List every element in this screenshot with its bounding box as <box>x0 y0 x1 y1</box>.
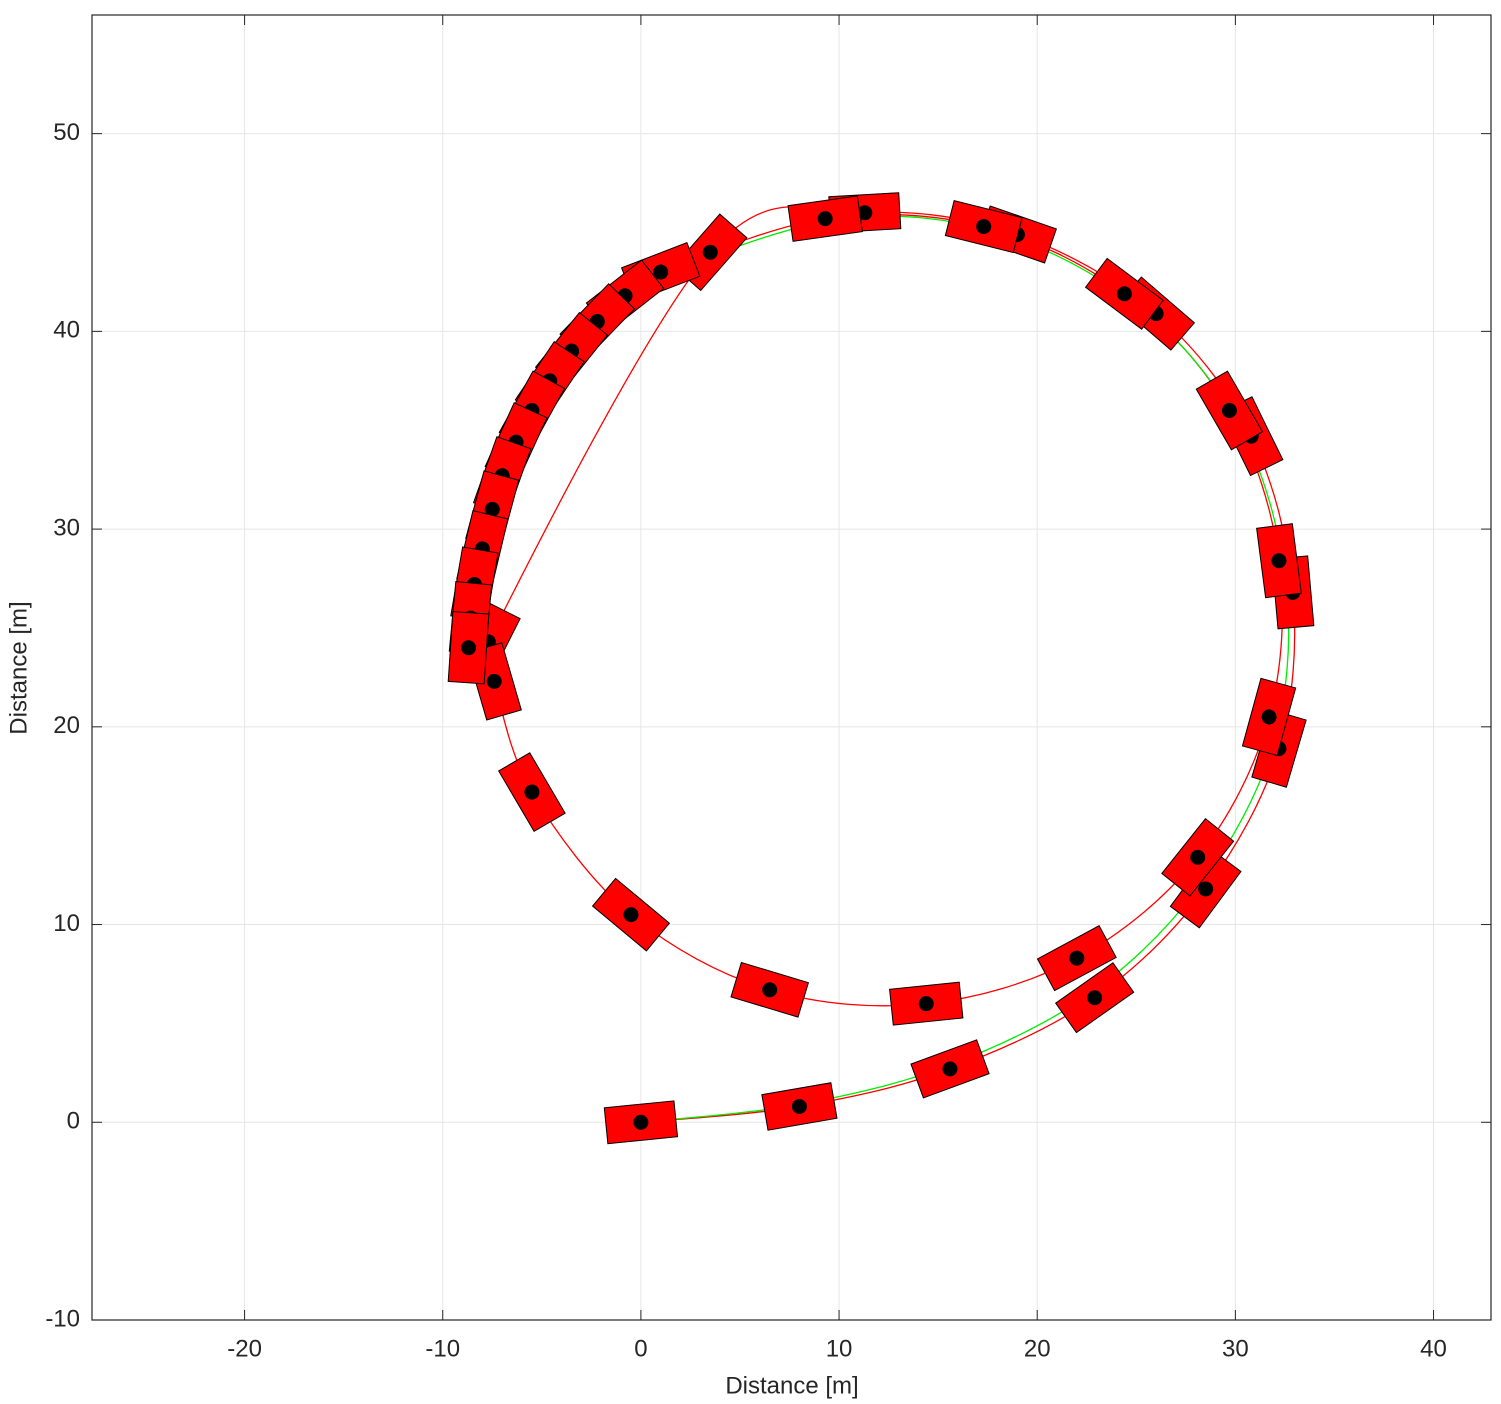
vehicle <box>1195 370 1264 451</box>
vehicle-center <box>1190 849 1206 865</box>
x-tick-label: 30 <box>1222 1335 1249 1362</box>
vehicle-center <box>633 1114 649 1130</box>
vehicle-center <box>1087 990 1103 1006</box>
x-tick-label: 40 <box>1420 1335 1447 1362</box>
vehicle-center <box>942 1061 958 1077</box>
y-tick-label: 50 <box>53 119 80 146</box>
vehicle-center <box>524 784 540 800</box>
y-tick-label: 10 <box>53 910 80 937</box>
vehicle-center <box>1221 402 1237 418</box>
vehicle-center <box>817 211 833 227</box>
vehicle <box>1084 257 1164 330</box>
vehicle-center <box>791 1098 807 1114</box>
vehicle <box>1256 523 1302 599</box>
vehicle-center <box>1198 881 1214 897</box>
vehicle-center <box>1116 286 1132 302</box>
plot-area <box>92 15 1491 1321</box>
y-tick-label: 20 <box>53 712 80 739</box>
vehicle <box>447 611 490 685</box>
vehicle <box>944 199 1023 254</box>
x-tick-label: -10 <box>425 1335 460 1362</box>
axes-box <box>91 14 1492 1321</box>
vehicle <box>889 981 964 1026</box>
vehicle-center <box>1271 553 1287 569</box>
x-axis-label: Distance [m] <box>725 1372 858 1399</box>
y-tick-label: 40 <box>53 317 80 344</box>
vehicle-center <box>762 982 778 998</box>
vehicle-center <box>1261 709 1277 725</box>
vehicle-center <box>857 205 873 221</box>
vehicle <box>1036 925 1117 992</box>
vehicle <box>1241 677 1297 757</box>
x-tick-label: 0 <box>634 1335 647 1362</box>
vehicles <box>447 192 1315 1145</box>
vehicle <box>1169 849 1242 929</box>
vehicle <box>1161 818 1235 897</box>
vehicle <box>730 961 810 1018</box>
x-tick-label: 10 <box>826 1335 853 1362</box>
vehicle-center <box>484 501 500 517</box>
x-tick-label: -20 <box>227 1335 262 1362</box>
vehicle <box>910 1039 990 1099</box>
vehicle <box>591 877 671 952</box>
vehicle-center <box>976 219 992 235</box>
y-tick-label: 30 <box>53 514 80 541</box>
vehicle-center <box>486 673 502 689</box>
y-tick-label: 0 <box>67 1108 80 1135</box>
vehicle <box>603 1100 679 1145</box>
vehicle-center <box>623 907 639 923</box>
vehicle-center <box>653 264 669 280</box>
vehicle <box>761 1082 838 1131</box>
y-tick-label: -10 <box>45 1305 80 1332</box>
x-tick-label: 20 <box>1024 1335 1051 1362</box>
vehicle-center <box>918 996 934 1012</box>
vehicle-center <box>461 640 477 656</box>
vehicle-center <box>702 244 718 260</box>
y-axis-label: Distance [m] <box>5 601 32 734</box>
vehicle <box>498 752 566 833</box>
vehicle <box>787 195 863 242</box>
vehicle <box>1055 962 1135 1034</box>
vehicle-center <box>1069 950 1085 966</box>
